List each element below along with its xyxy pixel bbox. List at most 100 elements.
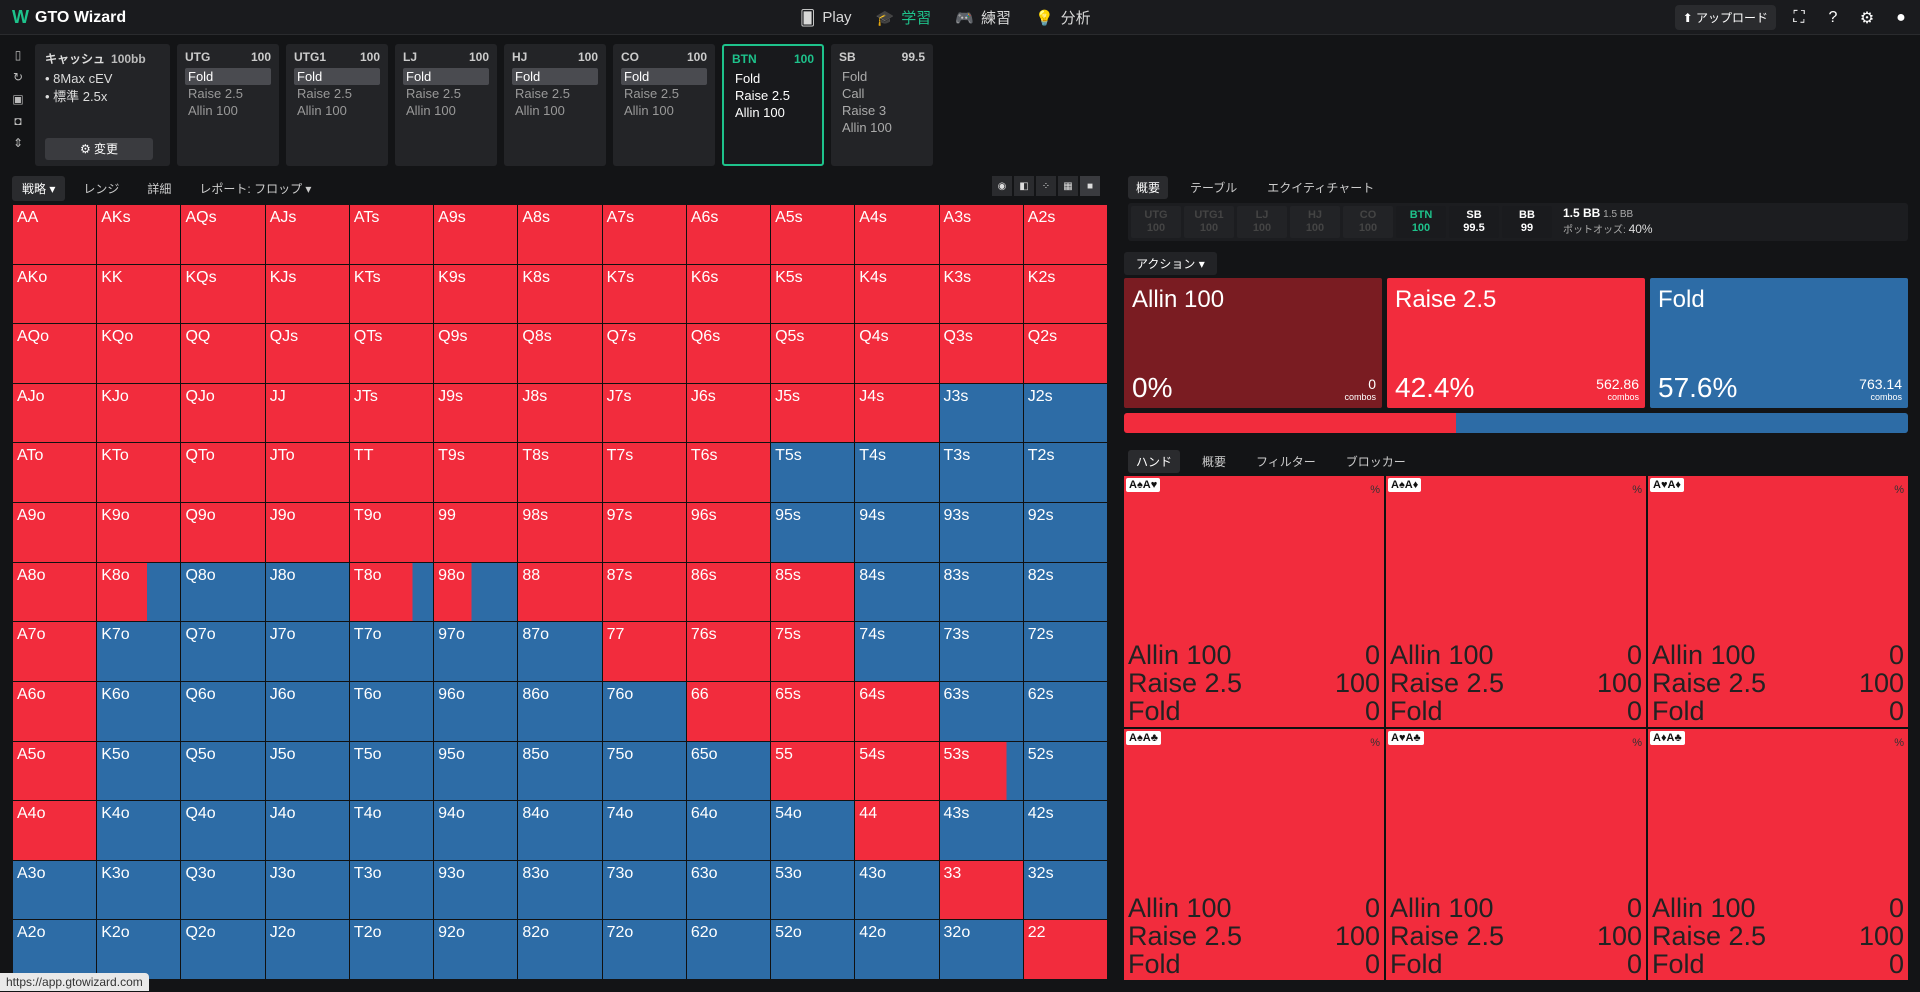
grid-cell-76o[interactable]: 76o (602, 681, 686, 741)
position-card-utg[interactable]: UTG 100 Fold Raise 2.5 Allin 100 (177, 44, 279, 166)
grid-cell-A9s[interactable]: A9s (434, 205, 518, 264)
position-action[interactable]: Allin 100 (624, 103, 674, 118)
grid-cell-65o[interactable]: 65o (686, 741, 771, 801)
position-card-co[interactable]: CO 100 Fold Raise 2.5 Allin 100 (613, 44, 715, 166)
grid-cell-K9s[interactable]: K9s (434, 264, 518, 324)
grid-cell-K2o[interactable]: K2o (97, 920, 181, 979)
grid-cell-A5s[interactable]: A5s (771, 205, 855, 264)
grid-cell-64o[interactable]: 64o (686, 801, 771, 860)
grid-cell-86o[interactable]: 86o (518, 681, 602, 741)
grid-cell-K8s[interactable]: K8s (518, 264, 602, 324)
grid-cell-98o[interactable]: 98o (434, 562, 518, 622)
position-card-hj[interactable]: HJ 100 Fold Raise 2.5 Allin 100 (504, 44, 606, 166)
tab-range[interactable]: レンジ (83, 182, 120, 196)
grid-cell-K6o[interactable]: K6o (97, 681, 181, 741)
position-card-sb[interactable]: SB 99.5 Fold Call Raise 3 Allin 100 (831, 44, 933, 166)
player-btn[interactable]: BTN 100 (1396, 206, 1446, 238)
grid-cell-T8s[interactable]: T8s (518, 443, 602, 503)
player-utg1[interactable]: UTG1 100 (1184, 206, 1234, 238)
grid-cell-A2o[interactable]: A2o (13, 920, 97, 979)
grid-cell-J9o[interactable]: J9o (265, 503, 349, 562)
grid-cell-83s[interactable]: 83s (939, 562, 1023, 622)
grid-cell-92o[interactable]: 92o (434, 920, 518, 979)
grid-cell-65s[interactable]: 65s (771, 681, 855, 741)
grid-cell-62s[interactable]: 62s (1023, 681, 1107, 741)
hand-cell[interactable]: A♠A♣% Allin 100 0 Raise 2.5 100 Fold 0 (1124, 729, 1384, 980)
grid-cell-K7o[interactable]: K7o (97, 622, 181, 681)
grid-cell-97o[interactable]: 97o (434, 622, 518, 681)
grid-cell-A8s[interactable]: A8s (518, 205, 602, 264)
grid-cell-JJ[interactable]: JJ (265, 383, 349, 443)
grid-cell-77[interactable]: 77 (602, 622, 686, 681)
grid-cell-TT[interactable]: TT (349, 443, 434, 503)
grid-cell-94s[interactable]: 94s (855, 503, 939, 562)
grid-cell-AJo[interactable]: AJo (13, 383, 97, 443)
grid-cell-93s[interactable]: 93s (939, 503, 1023, 562)
grid-cell-54o[interactable]: 54o (771, 801, 855, 860)
right-tab-0[interactable]: 概要 (1128, 176, 1169, 199)
grid-cell-Q3o[interactable]: Q3o (181, 860, 265, 920)
reset-icon[interactable]: ↻ (12, 70, 24, 84)
hand-tab-1[interactable]: 概要 (1202, 455, 1227, 469)
position-action[interactable]: Fold (185, 68, 271, 85)
grid-cell-55[interactable]: 55 (771, 741, 855, 801)
player-lj[interactable]: LJ 100 (1237, 206, 1287, 238)
grid-cell-T2o[interactable]: T2o (349, 920, 434, 979)
player-utg[interactable]: UTG 100 (1131, 206, 1181, 238)
grid-cell-Q2o[interactable]: Q2o (181, 920, 265, 979)
grid-cell-Q7s[interactable]: Q7s (602, 324, 686, 383)
grid-cell-AKo[interactable]: AKo (13, 264, 97, 324)
grid-cell-ATs[interactable]: ATs (349, 205, 434, 264)
grid-cell-43o[interactable]: 43o (855, 860, 939, 920)
grid-cell-A6o[interactable]: A6o (13, 681, 97, 741)
grid-cell-96s[interactable]: 96s (686, 503, 771, 562)
grid-cell-T2s[interactable]: T2s (1023, 443, 1107, 503)
grid-cell-T5o[interactable]: T5o (349, 741, 434, 801)
grid-cell-ATo[interactable]: ATo (13, 443, 97, 503)
grid-cell-73s[interactable]: 73s (939, 622, 1023, 681)
view-grid-icon[interactable]: ▦ (1058, 176, 1078, 196)
grid-cell-K9o[interactable]: K9o (97, 503, 181, 562)
right-tab-2[interactable]: エクイティチャート (1267, 181, 1375, 195)
position-action[interactable]: Allin 100 (842, 120, 892, 135)
grid-cell-QJs[interactable]: QJs (265, 324, 349, 383)
grid-cell-66[interactable]: 66 (686, 681, 771, 741)
grid-cell-Q8s[interactable]: Q8s (518, 324, 602, 383)
view-split-icon[interactable]: ◧ (1014, 176, 1034, 196)
grid-cell-K4o[interactable]: K4o (97, 801, 181, 860)
grid-cell-32s[interactable]: 32s (1023, 860, 1107, 920)
grid-cell-87s[interactable]: 87s (602, 562, 686, 622)
grid-cell-85o[interactable]: 85o (518, 741, 602, 801)
grid-cell-J8s[interactable]: J8s (518, 383, 602, 443)
grid-cell-J8o[interactable]: J8o (265, 562, 349, 622)
grid-cell-92s[interactable]: 92s (1023, 503, 1107, 562)
grid-cell-QQ[interactable]: QQ (181, 324, 265, 383)
grid-cell-K6s[interactable]: K6s (686, 264, 771, 324)
grid-cell-T4o[interactable]: T4o (349, 801, 434, 860)
tab-report[interactable]: レポート: フロップ ▾ (199, 182, 312, 196)
grid-cell-A8o[interactable]: A8o (13, 562, 97, 622)
grid-cell-J5s[interactable]: J5s (771, 383, 855, 443)
nav-item-0[interactable]: 🂠 Play (800, 9, 852, 27)
grid-cell-88[interactable]: 88 (518, 562, 602, 622)
grid-cell-T7s[interactable]: T7s (602, 443, 686, 503)
grid-cell-J4s[interactable]: J4s (855, 383, 939, 443)
grid-cell-52s[interactable]: 52s (1023, 741, 1107, 801)
grid-cell-74s[interactable]: 74s (855, 622, 939, 681)
grid-cell-42s[interactable]: 42s (1023, 801, 1107, 860)
grid-cell-T9s[interactable]: T9s (434, 443, 518, 503)
grid-cell-T5s[interactable]: T5s (771, 443, 855, 503)
logo[interactable]: W GTO Wizard (12, 7, 126, 28)
hand-tab-2[interactable]: フィルター (1256, 455, 1316, 469)
position-card-lj[interactable]: LJ 100 Fold Raise 2.5 Allin 100 (395, 44, 497, 166)
help-icon[interactable]: ? (1828, 8, 1838, 26)
grid-cell-T7o[interactable]: T7o (349, 622, 434, 681)
action-dropdown[interactable]: アクション ▾ (1124, 252, 1217, 275)
grid-cell-K8o[interactable]: K8o (97, 562, 181, 622)
screenshot-icon[interactable]: ⛶ (1793, 8, 1805, 26)
grid-cell-QTs[interactable]: QTs (349, 324, 434, 383)
grid-cell-K5o[interactable]: K5o (97, 741, 181, 801)
grid-cell-Q6s[interactable]: Q6s (686, 324, 771, 383)
position-action[interactable]: Raise 2.5 (624, 86, 679, 101)
hand-cell[interactable]: A♦A♣% Allin 100 0 Raise 2.5 100 Fold 0 (1648, 729, 1908, 980)
